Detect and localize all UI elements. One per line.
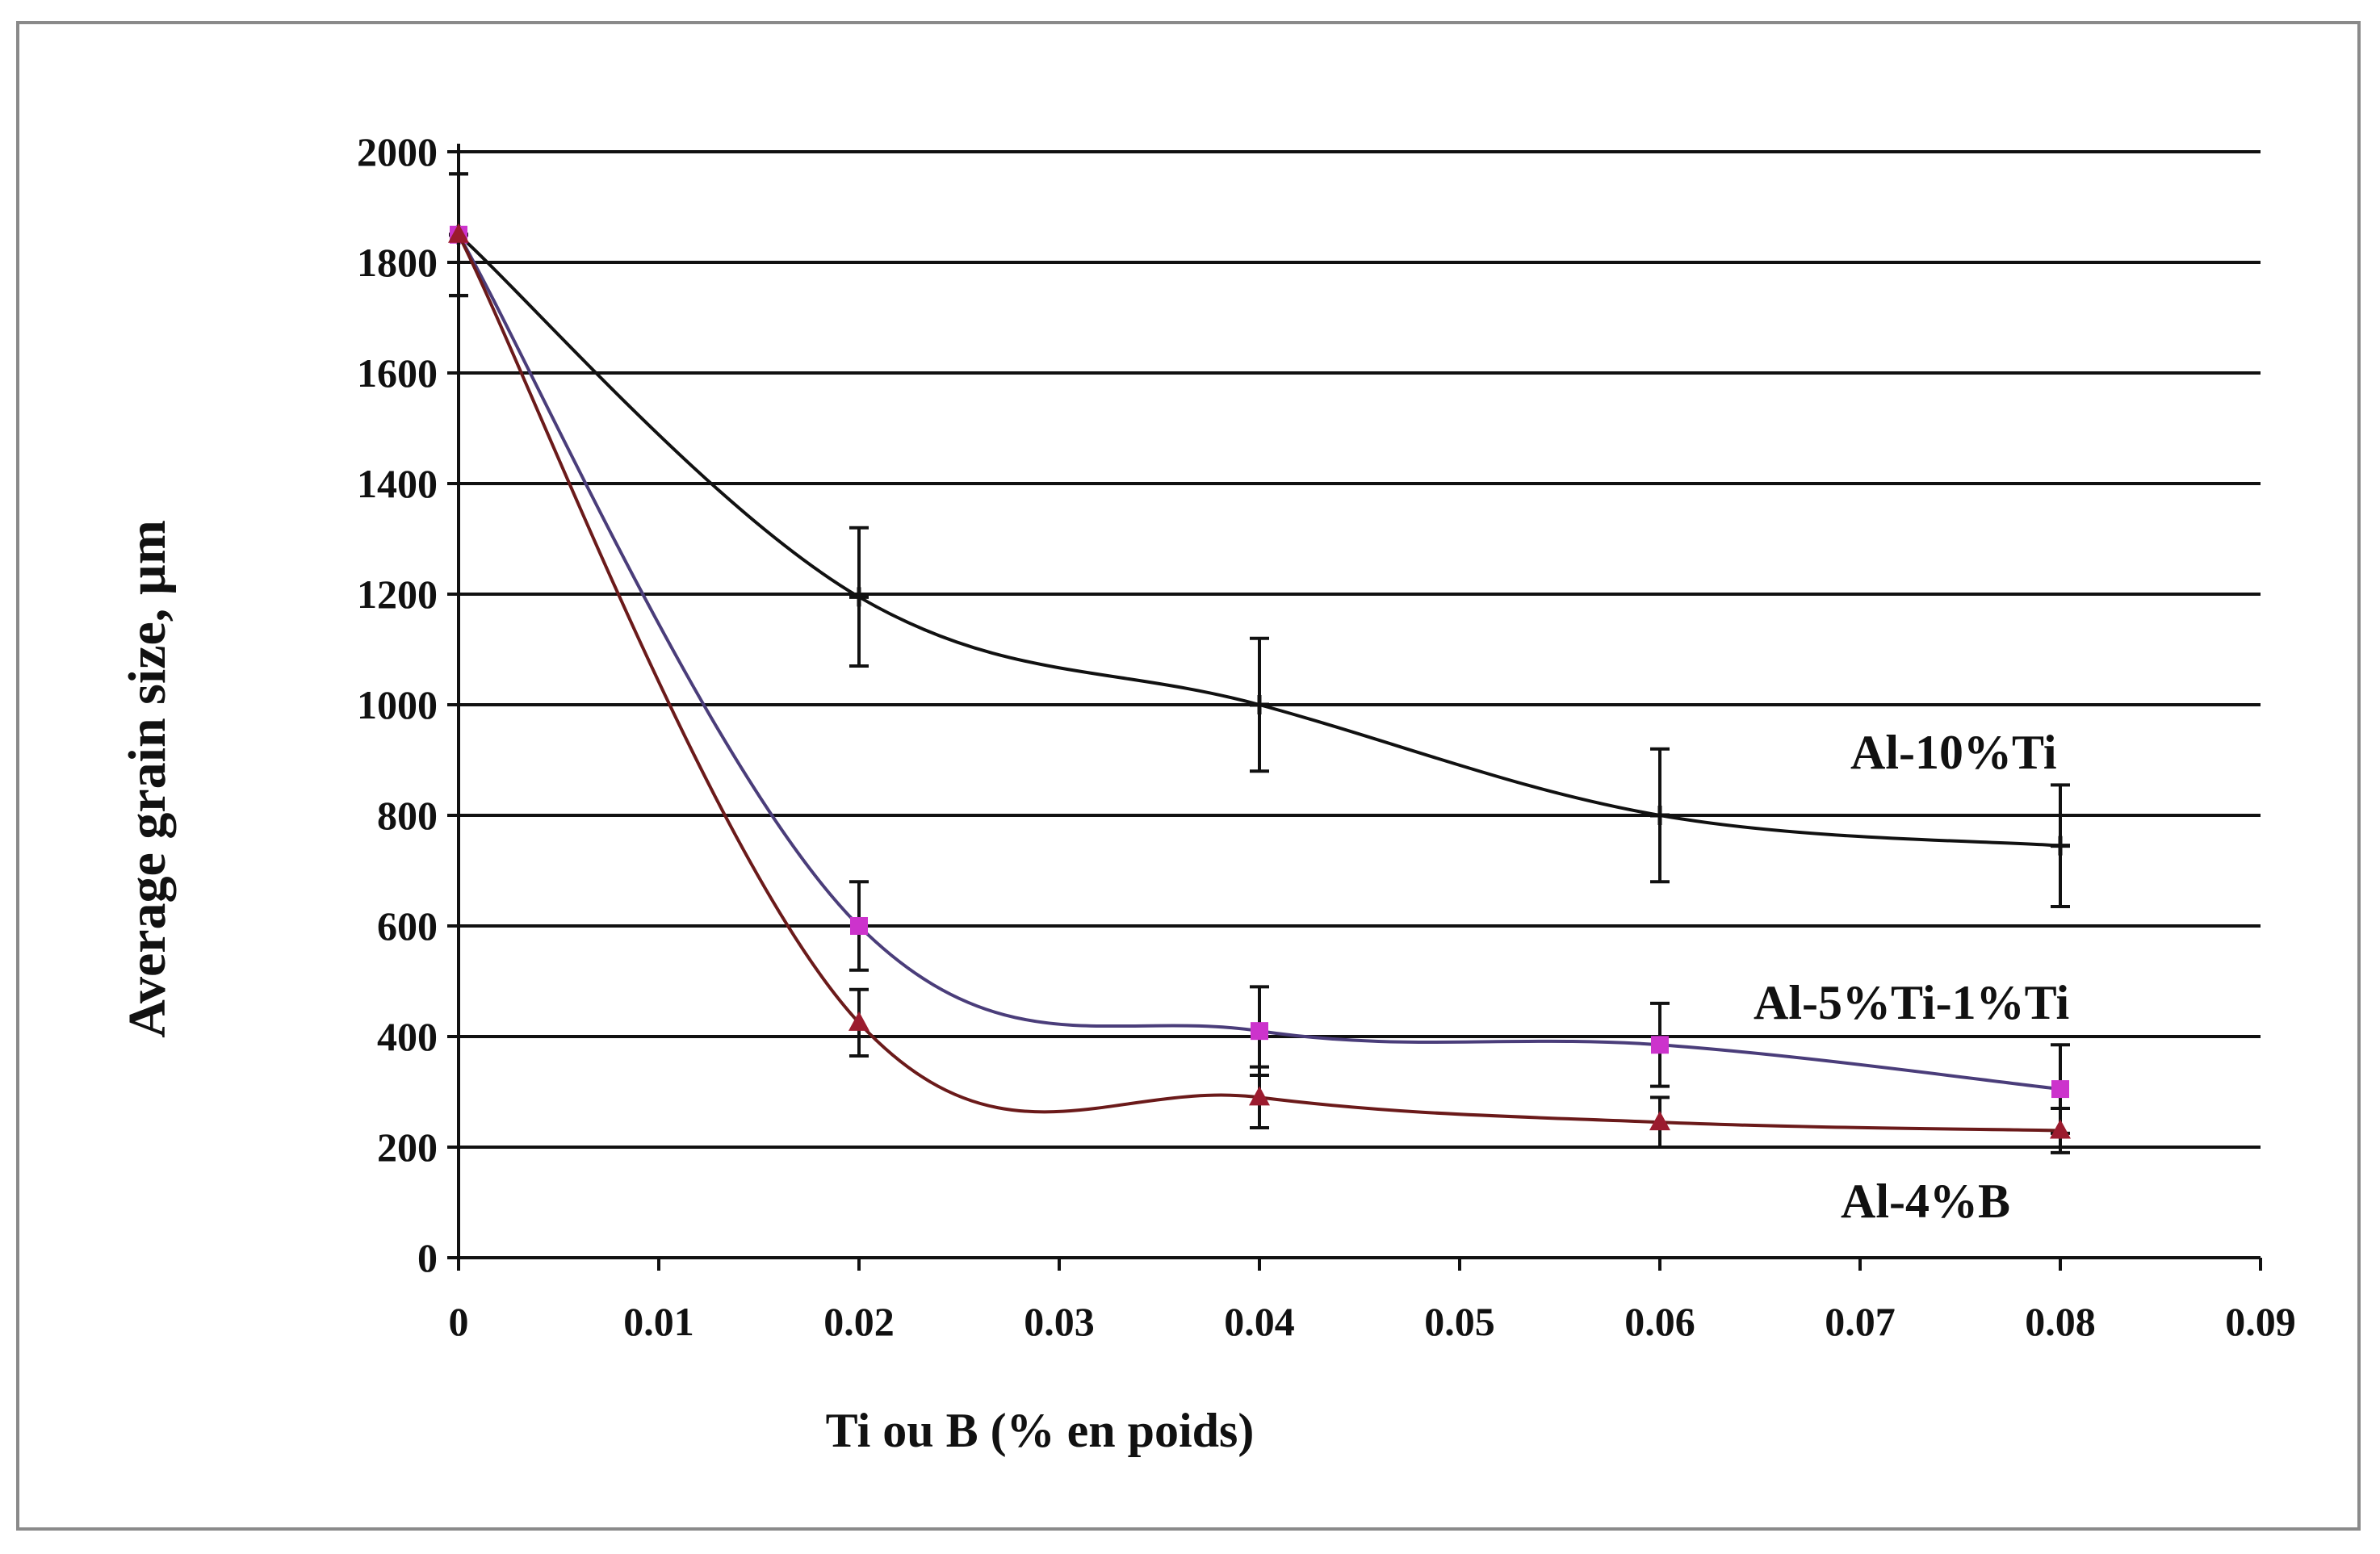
data-point bbox=[1650, 806, 1670, 825]
x-tick-label: 0.03 bbox=[1024, 1299, 1095, 1344]
series-label-al-4b: Al-4%B bbox=[1841, 1175, 2010, 1228]
y-tick-label: 200 bbox=[377, 1125, 438, 1170]
x-tick-label: 0.09 bbox=[2225, 1299, 2296, 1344]
axes: 0 200 400 600 800 1000 1200 1400 1600 1800 2000 0 0.… bbox=[357, 129, 2296, 1344]
x-tick-label: 0.07 bbox=[1825, 1299, 1896, 1344]
y-tick-label: 1400 bbox=[357, 461, 438, 506]
data-point bbox=[850, 917, 868, 935]
y-tick-label: 1600 bbox=[357, 350, 438, 396]
x-tick-label: 0.05 bbox=[1424, 1299, 1495, 1344]
x-axis-title: Ti ou B (% en poids) bbox=[826, 1404, 1255, 1457]
y-tick-label: 1800 bbox=[357, 240, 438, 285]
y-tick-label: 800 bbox=[377, 793, 438, 838]
data-point bbox=[2050, 1119, 2071, 1139]
x-tick-label: 0.01 bbox=[623, 1299, 694, 1344]
y-tick-label: 1200 bbox=[357, 572, 438, 617]
y-tick-label: 600 bbox=[377, 903, 438, 949]
gridlines bbox=[459, 150, 2261, 1149]
series-0 bbox=[449, 172, 2070, 909]
data-point bbox=[2051, 836, 2070, 856]
series-group bbox=[448, 172, 2071, 1154]
data-point bbox=[849, 1011, 869, 1031]
data-point bbox=[1250, 695, 1269, 714]
y-tick-label: 0 bbox=[417, 1235, 438, 1280]
series-line bbox=[457, 233, 2061, 1091]
data-point bbox=[448, 223, 469, 243]
series-2 bbox=[448, 172, 2071, 1154]
data-point bbox=[1251, 1022, 1268, 1041]
data-point bbox=[849, 587, 869, 607]
y-tick-label: 2000 bbox=[357, 129, 438, 174]
y-axis-title: Average grain size, µm bbox=[118, 520, 177, 1038]
data-point bbox=[1249, 1086, 1270, 1106]
x-tick-label: 0.04 bbox=[1224, 1299, 1295, 1344]
series-label-al-5ti-1ti: Al-5%Ti-1%Ti bbox=[1754, 976, 2069, 1029]
series-line bbox=[457, 233, 2061, 1133]
labels: Ti ou B (% en poids) Average grain size,… bbox=[118, 520, 2069, 1457]
x-tick-label: 0.08 bbox=[2025, 1299, 2096, 1344]
x-tick-label: 0.06 bbox=[1624, 1299, 1695, 1344]
data-point bbox=[2051, 1080, 2069, 1099]
x-tick-label: 0.02 bbox=[823, 1299, 895, 1344]
data-point bbox=[1651, 1036, 1669, 1054]
series-label-al-10ti: Al-10%Ti bbox=[1850, 726, 2057, 779]
chart-frame: 0 200 400 600 800 1000 1200 1400 1600 1800 2000 0 0.… bbox=[16, 21, 2361, 1531]
y-tick-label: 1000 bbox=[357, 682, 438, 727]
data-point bbox=[1649, 1111, 1670, 1131]
series-line bbox=[457, 233, 2061, 848]
line-chart: 0 200 400 600 800 1000 1200 1400 1600 1800 2000 0 0.… bbox=[118, 129, 2296, 1457]
y-tick-label: 400 bbox=[377, 1014, 438, 1059]
x-tick-label: 0 bbox=[449, 1299, 469, 1344]
